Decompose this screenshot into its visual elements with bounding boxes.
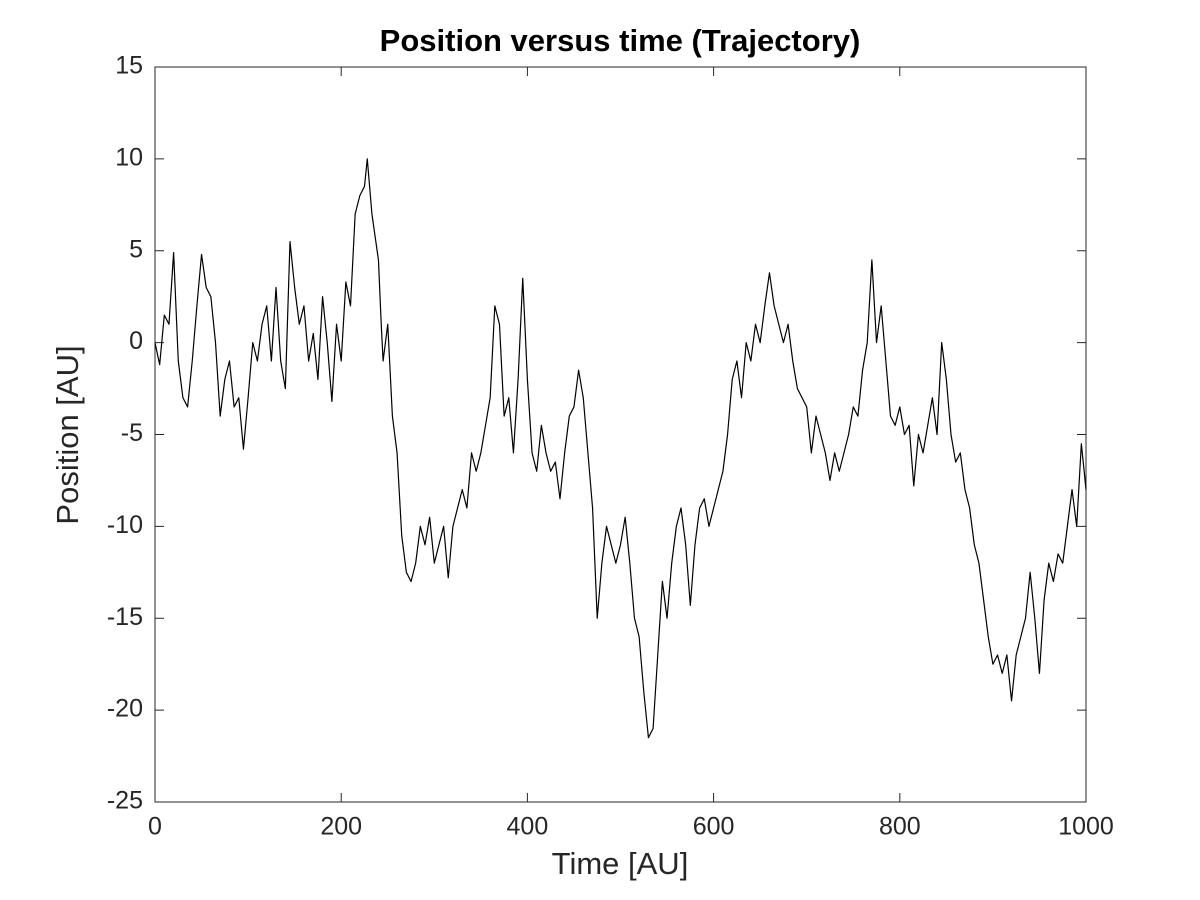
y-tick-label: -10: [107, 511, 143, 539]
chart-title: Position versus time (Trajectory): [380, 23, 861, 58]
y-tick-label: -20: [107, 695, 143, 723]
x-tick-label: 1000: [1058, 813, 1114, 841]
trajectory-line: [154, 158, 1087, 739]
x-tick-label: 400: [507, 813, 549, 841]
y-tick-label: -15: [107, 603, 143, 631]
y-tick-label: 10: [115, 143, 143, 171]
x-tick-label: 800: [879, 813, 921, 841]
y-tick-label: -25: [107, 787, 143, 815]
y-tick-label: 5: [129, 235, 143, 263]
y-tick-label: 0: [129, 327, 143, 355]
x-tick-label: 0: [148, 813, 162, 841]
y-tick-label: 15: [115, 52, 143, 80]
y-axis-label: Position [AU]: [50, 345, 85, 524]
x-tick-label: 200: [320, 813, 362, 841]
x-tick-label: 600: [693, 813, 735, 841]
y-tick-label: -5: [121, 419, 143, 447]
x-axis-label: Time [AU]: [552, 846, 689, 881]
